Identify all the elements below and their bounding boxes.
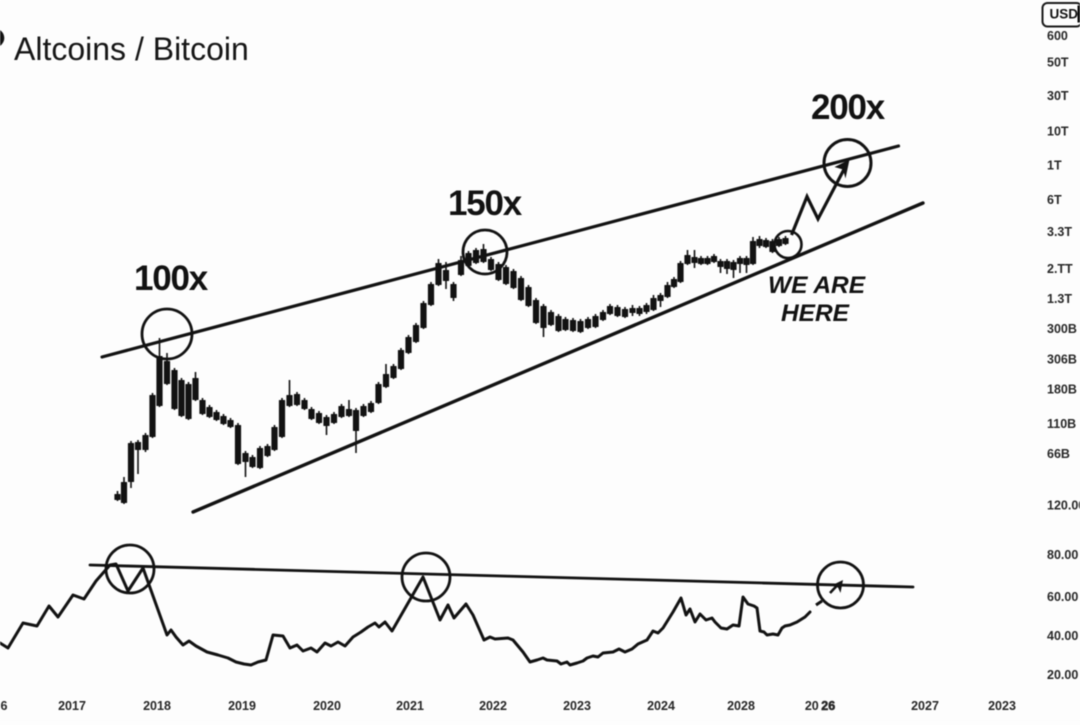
svg-text:10T: 10T (1047, 125, 1069, 139)
svg-text:2018: 2018 (143, 699, 171, 713)
svg-text:100x: 100x (134, 259, 209, 298)
svg-text:2024: 2024 (647, 699, 675, 713)
svg-text:USD: USD (1050, 7, 1079, 22)
svg-text:WE ARE: WE ARE (768, 272, 866, 299)
svg-text:2022: 2022 (479, 699, 507, 713)
svg-text:6: 6 (1, 699, 8, 713)
svg-text:20.00: 20.00 (1047, 668, 1078, 682)
svg-text:180B: 180B (1047, 383, 1077, 397)
svg-text:30T: 30T (1047, 89, 1069, 103)
svg-text:60.00: 60.00 (1047, 590, 1078, 604)
svg-text:2028: 2028 (727, 699, 755, 713)
svg-text:2021: 2021 (396, 699, 424, 713)
svg-text:306B: 306B (1047, 353, 1077, 367)
svg-text:2027: 2027 (911, 699, 939, 713)
svg-text:40.00: 40.00 (1047, 629, 1078, 643)
svg-text:2017: 2017 (58, 699, 86, 713)
svg-text:120.00: 120.00 (1047, 499, 1080, 513)
svg-text:2023: 2023 (563, 699, 591, 713)
svg-text:20 26: 20 26 (805, 699, 835, 713)
svg-text:150x: 150x (448, 184, 523, 223)
svg-text:1T: 1T (1047, 159, 1062, 173)
svg-text:HERE: HERE (781, 300, 850, 327)
svg-text:6T: 6T (1047, 193, 1062, 207)
svg-text:1.3T: 1.3T (1047, 292, 1072, 306)
svg-text:3.3T: 3.3T (1047, 225, 1072, 239)
svg-text:600: 600 (1047, 29, 1068, 43)
svg-text:2.TT: 2.TT (1047, 262, 1073, 276)
svg-text:110B: 110B (1047, 417, 1076, 431)
svg-text:2023: 2023 (988, 699, 1016, 713)
svg-text:300B: 300B (1047, 322, 1077, 336)
svg-text:2019: 2019 (228, 699, 256, 713)
svg-text:Altcoins / Bitcoin: Altcoins / Bitcoin (14, 31, 249, 67)
svg-text:2020: 2020 (313, 699, 341, 713)
svg-text:200x: 200x (811, 88, 886, 127)
svg-text:80.00: 80.00 (1047, 548, 1078, 562)
svg-text:66B: 66B (1047, 447, 1070, 461)
svg-text:50T: 50T (1047, 56, 1069, 70)
